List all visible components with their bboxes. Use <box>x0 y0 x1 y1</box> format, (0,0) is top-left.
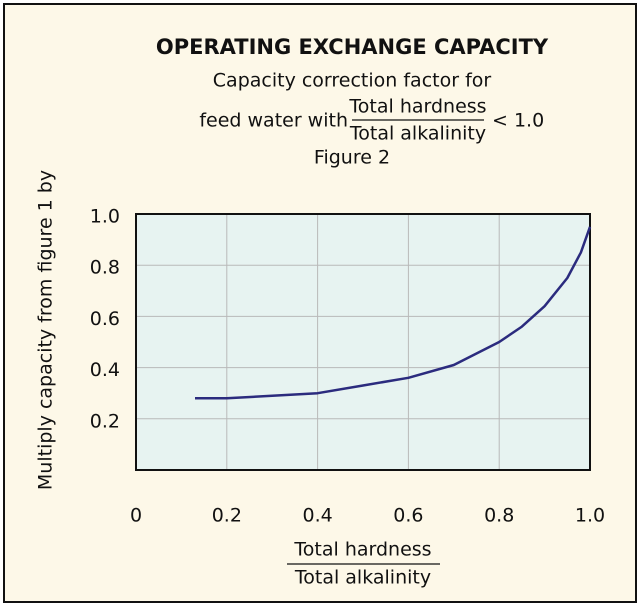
plot-border <box>135 213 591 471</box>
subtitle: Capacity correction factor for <box>213 70 492 92</box>
figure-label: Figure 2 <box>314 147 390 169</box>
y-axis-label: Multiply capacity from figure 1 by <box>35 170 57 490</box>
y-tick-label: 0.4 <box>90 359 120 381</box>
x-tick-label: 0.8 <box>484 505 514 527</box>
x-tick-label: 1.0 <box>575 505 605 527</box>
y-tick-label: 0.8 <box>90 257 120 279</box>
condition-denominator: Total alkalinity <box>349 123 486 145</box>
x-tick-label: 0.6 <box>393 505 423 527</box>
plot-area <box>136 214 590 470</box>
condition-numerator: Total hardness <box>348 96 486 118</box>
condition-suffix: < 1.0 <box>492 110 544 132</box>
y-tick-label: 1.0 <box>90 206 120 228</box>
curve <box>195 226 592 400</box>
x-label-numerator: Total hardness <box>293 539 431 561</box>
y-tick-label: 0.2 <box>90 410 120 432</box>
condition-prefix: feed water with <box>199 110 348 132</box>
x-tick-label: 0 <box>130 505 142 527</box>
x-label-denominator: Total alkalinity <box>294 567 431 589</box>
y-tick-label: 0.6 <box>90 308 120 330</box>
x-tick-label: 0.4 <box>302 505 332 527</box>
chart-title: OPERATING EXCHANGE CAPACITY <box>156 35 549 59</box>
x-tick-label: 0.2 <box>212 505 242 527</box>
